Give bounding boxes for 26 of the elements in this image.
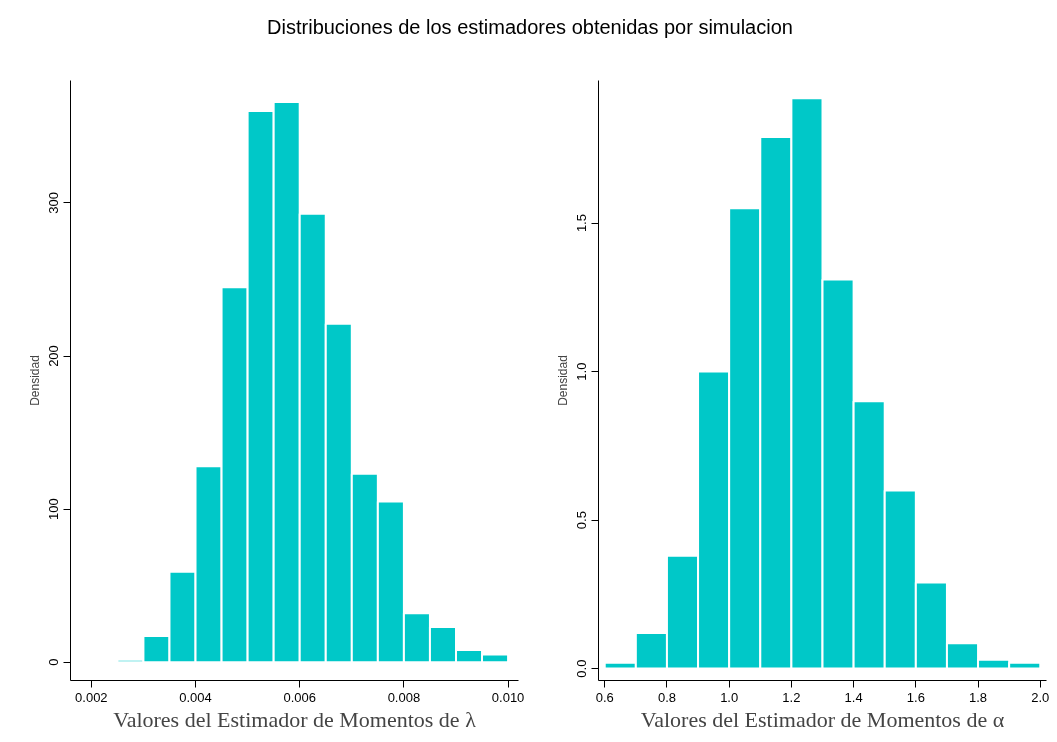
y-tick-label: 0 (46, 658, 62, 666)
x-tick-label: 1.4 (844, 689, 863, 705)
x-tick-label: 0.002 (75, 689, 108, 705)
y-tick-label: 1.5 (574, 214, 590, 233)
x-tick-label: 1.0 (720, 689, 739, 705)
y-tick-label: 300 (46, 192, 62, 214)
y-tick-label: 200 (46, 345, 62, 367)
x-tick-label: 1.2 (782, 689, 801, 705)
x-tick-label: 1.8 (969, 689, 988, 705)
x-axis-title: Valores del Estimador de Momentos de λ (113, 706, 477, 732)
y-axis-title: Densidad (27, 355, 42, 406)
x-tick-label: 2.0 (1031, 689, 1050, 705)
x-axis-title: Valores del Estimador de Momentos de α (640, 706, 1005, 732)
y-tick-label: 0.0 (574, 659, 590, 678)
x-tick-label: 0.010 (491, 689, 525, 705)
x-tick-label: 0.004 (179, 689, 212, 705)
y-axis-title: Densidad (555, 355, 570, 406)
x-tick-label: 0.6 (595, 689, 614, 705)
x-tick-label: 1.6 (906, 689, 925, 705)
y-tick-label: 100 (46, 498, 62, 520)
x-tick-label: 0.8 (657, 689, 676, 705)
y-tick-label: 0.5 (574, 511, 590, 530)
y-tick-label: 1.0 (574, 362, 590, 381)
x-tick-label: 0.008 (387, 689, 421, 705)
x-tick-label: 0.006 (283, 689, 316, 705)
chart-title: Distribuciones de los estimadores obtenidas por simulacion (267, 15, 793, 40)
